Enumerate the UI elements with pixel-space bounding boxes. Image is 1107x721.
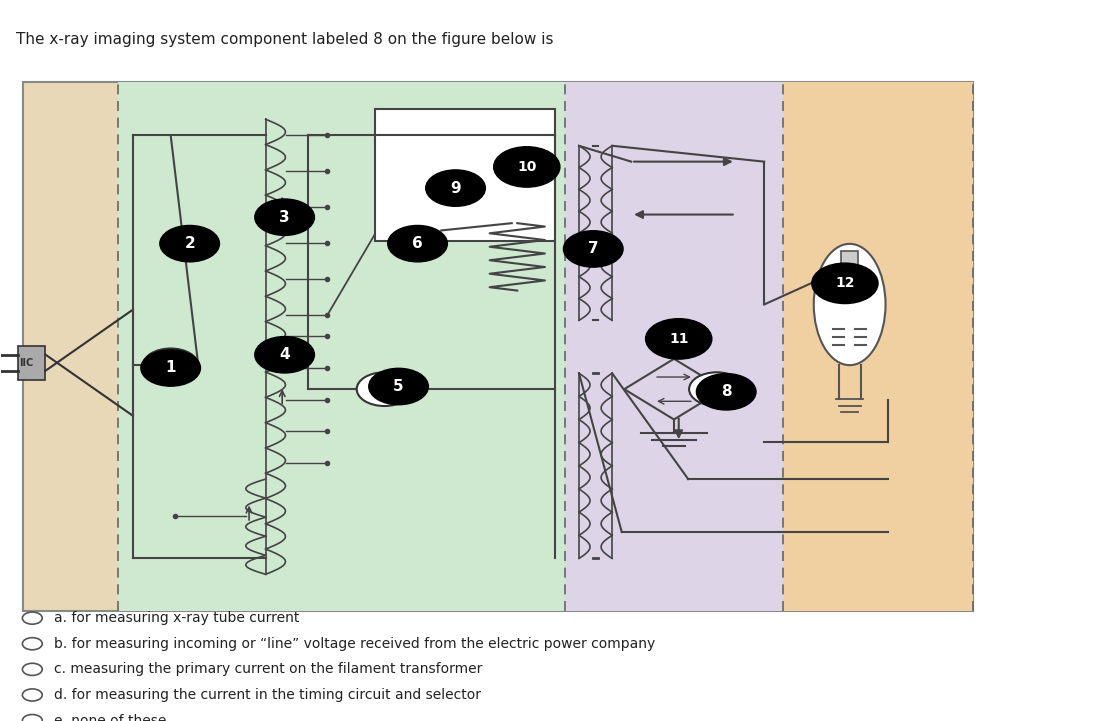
- Circle shape: [141, 350, 200, 386]
- Text: 5: 5: [393, 379, 404, 394]
- Text: 10: 10: [517, 160, 537, 174]
- Text: 11: 11: [669, 332, 689, 346]
- Circle shape: [143, 348, 198, 382]
- Circle shape: [689, 372, 744, 406]
- Circle shape: [22, 715, 42, 721]
- Circle shape: [426, 170, 485, 206]
- Circle shape: [494, 146, 560, 187]
- Text: 4: 4: [279, 348, 290, 362]
- Text: 7: 7: [588, 242, 599, 257]
- Circle shape: [159, 226, 219, 262]
- Circle shape: [22, 612, 42, 624]
- Circle shape: [645, 319, 712, 359]
- Text: 2: 2: [184, 236, 195, 251]
- Ellipse shape: [814, 244, 886, 365]
- Text: 3: 3: [279, 210, 290, 225]
- Circle shape: [387, 226, 447, 262]
- Text: d. for measuring the current in the timing circuit and selector: d. for measuring the current in the timi…: [54, 688, 482, 702]
- Text: b. for measuring incoming or “line” voltage received from the electric power com: b. for measuring incoming or “line” volt…: [54, 637, 655, 651]
- Text: 9: 9: [451, 180, 461, 195]
- Bar: [565, 82, 783, 611]
- Bar: [375, 109, 556, 241]
- Text: 12: 12: [835, 276, 855, 291]
- Text: c. measuring the primary current on the filament transformer: c. measuring the primary current on the …: [54, 663, 483, 676]
- Circle shape: [22, 637, 42, 650]
- Circle shape: [811, 263, 878, 304]
- Text: IIC: IIC: [20, 358, 34, 368]
- Circle shape: [255, 199, 314, 235]
- Text: e. none of these: e. none of these: [54, 714, 167, 721]
- Text: a. for measuring x-ray tube current: a. for measuring x-ray tube current: [54, 611, 300, 625]
- Text: The x-ray imaging system component labeled 8 on the figure below is: The x-ray imaging system component label…: [15, 32, 554, 47]
- Bar: [23, 82, 973, 611]
- Bar: [783, 82, 973, 611]
- Text: 1: 1: [165, 360, 176, 376]
- Circle shape: [22, 689, 42, 701]
- Circle shape: [696, 373, 756, 410]
- Circle shape: [255, 337, 314, 373]
- Bar: [18, 346, 45, 379]
- Circle shape: [563, 231, 623, 267]
- Circle shape: [22, 663, 42, 676]
- Bar: [841, 251, 859, 278]
- Text: 8: 8: [721, 384, 732, 399]
- Bar: [118, 82, 565, 611]
- Text: 6: 6: [412, 236, 423, 251]
- Circle shape: [356, 372, 412, 406]
- Circle shape: [369, 368, 428, 404]
